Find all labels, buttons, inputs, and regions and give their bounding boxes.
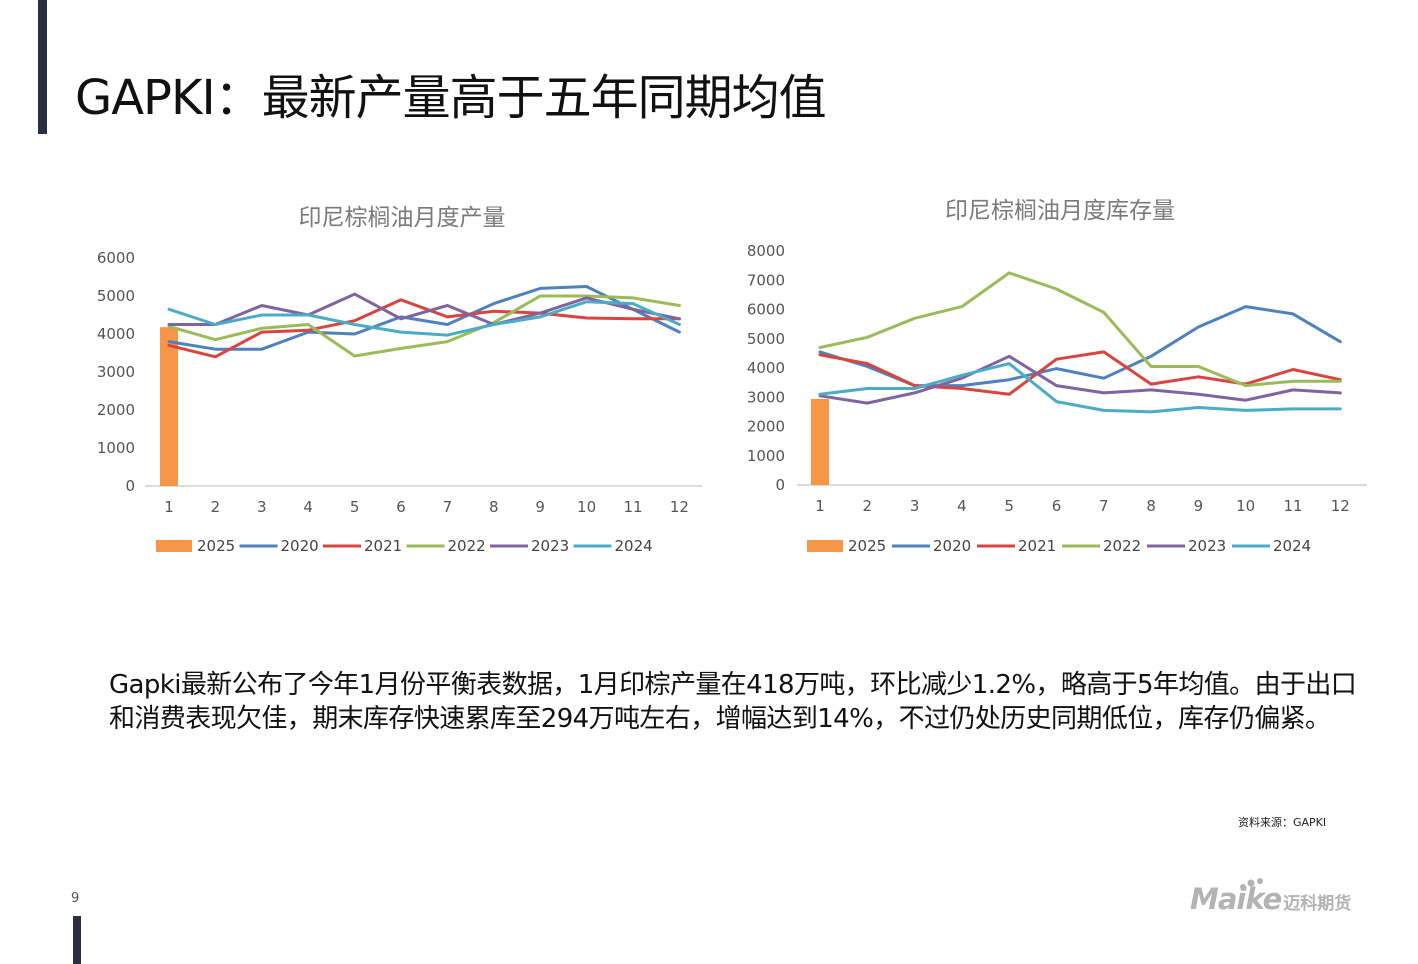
legend-label-2025: 2025 xyxy=(197,537,235,555)
inventory-chart: 印尼棕榈油月度库存量 0 1000 2000 3000 4000 5000 6000 7000… xyxy=(735,185,1385,565)
line-series-2023 xyxy=(167,292,681,326)
y-tick-label: 5000 xyxy=(97,287,135,305)
inventory-chart-svg: 印尼棕榈油月度库存量 0 1000 2000 3000 4000 5000 6000 7000… xyxy=(747,198,1367,555)
logo-wordmark: Maike xyxy=(1190,882,1282,916)
production-chart-title: 印尼棕榈油月度产量 xyxy=(299,205,506,231)
x-tick-label: 2 xyxy=(211,498,221,516)
x-tick-label: 6 xyxy=(1052,497,1062,515)
legend-label-2021: 2021 xyxy=(364,537,402,555)
x-tick-label: 9 xyxy=(1194,497,1204,515)
x-tick-label: 4 xyxy=(957,497,967,515)
line-series-2021 xyxy=(818,350,1342,396)
legend-label-2024: 2024 xyxy=(615,537,653,555)
x-tick-label: 11 xyxy=(623,498,642,516)
source-note: 资料来源：GAPKI xyxy=(1238,816,1327,829)
y-tick-label: 1000 xyxy=(747,447,785,465)
x-tick-label: 4 xyxy=(303,498,313,516)
logo-dots-icon xyxy=(1240,878,1263,890)
y-tick-label: 3000 xyxy=(97,363,135,381)
y-tick-label: 5000 xyxy=(747,330,785,348)
y-tick-label: 4000 xyxy=(747,359,785,377)
y-tick-label: 2000 xyxy=(97,401,135,419)
legend-label-2023: 2023 xyxy=(531,537,569,555)
legend-swatch-2025 xyxy=(807,540,843,552)
line-series-2022 xyxy=(818,271,1342,388)
y-tick-label: 1000 xyxy=(97,439,135,457)
summary-paragraph: Gapki最新公布了今年1月份平衡表数据，1月印棕产量在418万吨，环比减少1.… xyxy=(109,668,1359,736)
y-tick-label: 0 xyxy=(125,477,135,495)
y-tick-label: 6000 xyxy=(747,301,785,319)
y-tick-label: 8000 xyxy=(747,242,785,260)
legend-label-2024: 2024 xyxy=(1273,537,1311,555)
x-tick-label: 9 xyxy=(535,498,545,516)
y-tick-label: 3000 xyxy=(747,388,785,406)
x-tick-label: 2 xyxy=(863,497,873,515)
production-chart: 印尼棕榈油月度产量 0 1000 2000 3000 4000 5000 6000 1 2 3 4 5… xyxy=(80,195,730,565)
legend-label-2022: 2022 xyxy=(1103,537,1141,555)
bar-2025-month-1 xyxy=(811,399,829,485)
x-tick-label: 12 xyxy=(670,498,689,516)
line-series-2022 xyxy=(167,294,681,358)
legend-label-2025: 2025 xyxy=(848,537,886,555)
line-series-2024 xyxy=(818,362,1342,414)
x-tick-label: 6 xyxy=(396,498,406,516)
x-tick-label: 1 xyxy=(164,498,174,516)
bar-2025-month-1 xyxy=(160,327,178,486)
page-number: 9 xyxy=(71,891,80,906)
x-tick-label: 11 xyxy=(1283,497,1302,515)
y-tick-label: 4000 xyxy=(97,325,135,343)
x-tick-label: 8 xyxy=(489,498,499,516)
legend-swatch-2025 xyxy=(156,540,192,552)
top-accent-bar xyxy=(38,0,47,134)
logo-chinese-text: 迈科期货 xyxy=(1283,894,1352,914)
line-series-2020 xyxy=(818,305,1342,388)
x-tick-label: 8 xyxy=(1146,497,1156,515)
line-series-2020 xyxy=(167,285,681,351)
x-tick-label: 10 xyxy=(1236,497,1255,515)
legend-label-2023: 2023 xyxy=(1188,537,1226,555)
bottom-accent-bar xyxy=(73,916,81,964)
y-tick-label: 0 xyxy=(775,476,785,494)
x-tick-label: 7 xyxy=(1099,497,1109,515)
x-tick-label: 10 xyxy=(577,498,596,516)
legend-label-2020: 2020 xyxy=(281,537,319,555)
line-series-2024 xyxy=(167,300,681,337)
x-tick-label: 1 xyxy=(815,497,825,515)
summary-text: Gapki最新公布了今年1月份平衡表数据，1月印棕产量在418万吨，环比减少1.… xyxy=(109,670,1357,734)
y-tick-label: 7000 xyxy=(747,271,785,289)
inventory-chart-title: 印尼棕榈油月度库存量 xyxy=(945,198,1175,224)
legend-label-2022: 2022 xyxy=(448,537,486,555)
legend-label-2020: 2020 xyxy=(933,537,971,555)
page-title: GAPKI：最新产量高于五年同期均值 xyxy=(75,70,827,126)
line-series-2021 xyxy=(167,298,681,359)
x-tick-label: 7 xyxy=(443,498,453,516)
y-tick-label: 6000 xyxy=(97,249,135,267)
x-tick-label: 3 xyxy=(257,498,267,516)
x-tick-label: 3 xyxy=(910,497,920,515)
maike-logo: Maike 迈科期货 xyxy=(1190,878,1352,918)
y-tick-label: 2000 xyxy=(747,418,785,436)
legend-label-2021: 2021 xyxy=(1018,537,1056,555)
x-tick-label: 12 xyxy=(1331,497,1350,515)
line-series-2023 xyxy=(818,354,1342,405)
x-tick-label: 5 xyxy=(1004,497,1014,515)
x-tick-label: 5 xyxy=(350,498,360,516)
